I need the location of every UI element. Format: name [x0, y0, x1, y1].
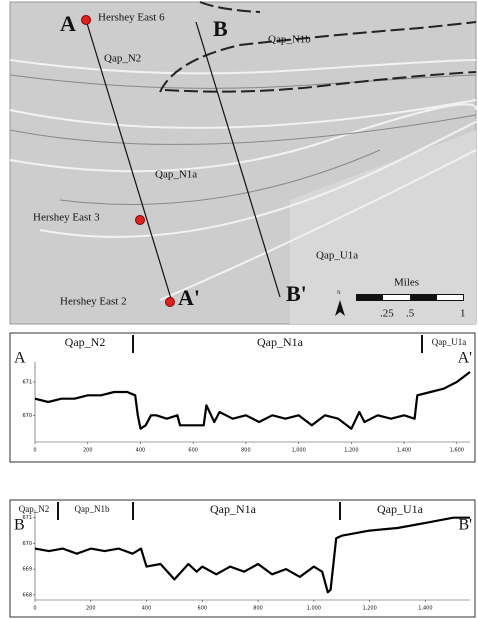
x-tick-label: 1,400	[397, 448, 411, 454]
unit-label: Qap_N2	[104, 53, 141, 65]
unit-boundary	[159, 21, 477, 93]
x-tick-label: 0	[33, 448, 36, 454]
section-label: A	[60, 11, 76, 36]
elevation-line	[34, 371, 471, 430]
x-tick-label: 600	[188, 448, 198, 454]
x-tick-label: 1,600	[450, 448, 464, 454]
unit-label: Qap_N2	[65, 335, 106, 349]
profile-frame	[9, 499, 476, 618]
unit-label: Qap_N1a	[210, 502, 257, 516]
y-tick-label: 670	[22, 541, 32, 547]
unit-label: Qap_U1a	[432, 337, 467, 347]
terrain-ridge	[9, 59, 478, 301]
profile-frame	[9, 332, 476, 463]
well-label: Hershey East 2	[60, 296, 127, 308]
x-tick-label: 800	[241, 448, 251, 454]
x-tick-label: 0	[33, 606, 36, 612]
north-label: N	[337, 291, 341, 296]
scale-label: .5	[406, 308, 415, 320]
unit-label: Qap_U1a	[316, 250, 358, 262]
x-tick-label: 1,000	[291, 448, 305, 454]
profiles: Qap_N2 Qap_N1a Qap_U1a A A' 0 200 400 600 800 1,00…	[9, 332, 476, 618]
section-line-a	[85, 19, 173, 303]
section-label: A'	[178, 285, 200, 310]
x-tick-label: 1,200	[344, 448, 358, 454]
scale-bar	[383, 295, 410, 300]
section-end-label: B	[14, 517, 25, 534]
scale-label: 1	[460, 308, 466, 320]
y-tick-label: 668	[22, 592, 32, 598]
x-tick-label: 800	[253, 606, 263, 612]
elevation-line	[34, 516, 470, 594]
section-end-label: B'	[458, 517, 472, 534]
well-marker	[135, 215, 145, 225]
terrace-area	[290, 130, 476, 324]
x-tick-label: 1,000	[307, 606, 321, 612]
well-label: Hershey East 3	[33, 212, 100, 224]
x-tick-label: 1,400	[418, 606, 432, 612]
terrain-shade	[9, 74, 477, 205]
unit-label: Qap_N2	[19, 504, 50, 514]
x-tick-label: 200	[83, 448, 93, 454]
scale-title: Miles	[394, 277, 419, 289]
well-marker	[165, 297, 175, 307]
section-label: B	[213, 16, 228, 41]
x-tick-label: 400	[136, 448, 146, 454]
well-marker	[81, 15, 91, 25]
unit-label: Qap_N1a	[155, 169, 197, 181]
y-tick-label: 671	[22, 515, 32, 521]
unit-label: Qap_U1a	[377, 502, 424, 516]
unit-label: Qap_N1a	[257, 335, 304, 349]
x-tick-label: 1,200	[362, 606, 376, 612]
y-tick-label: 671	[22, 380, 32, 386]
unit-label: Qap_N1b	[75, 504, 110, 514]
map: A B A' B' Hershey East 6 Hershey East 3 …	[9, 1, 478, 325]
section-line-b	[195, 21, 281, 298]
scale-label: .25	[380, 308, 394, 320]
section-label: B'	[286, 281, 307, 306]
section-end-label: A'	[458, 350, 473, 367]
x-tick-label: 200	[86, 606, 96, 612]
scale-bar	[437, 295, 463, 300]
unit-label: Qap_N1b	[268, 34, 311, 46]
section-end-label: A	[14, 350, 26, 367]
well-label: Hershey East 6	[98, 12, 165, 24]
north-arrow	[335, 300, 345, 316]
y-tick-label: 670	[22, 413, 32, 419]
y-tick-label: 669	[22, 567, 32, 573]
x-tick-label: 400	[142, 606, 152, 612]
x-tick-label: 600	[198, 606, 208, 612]
